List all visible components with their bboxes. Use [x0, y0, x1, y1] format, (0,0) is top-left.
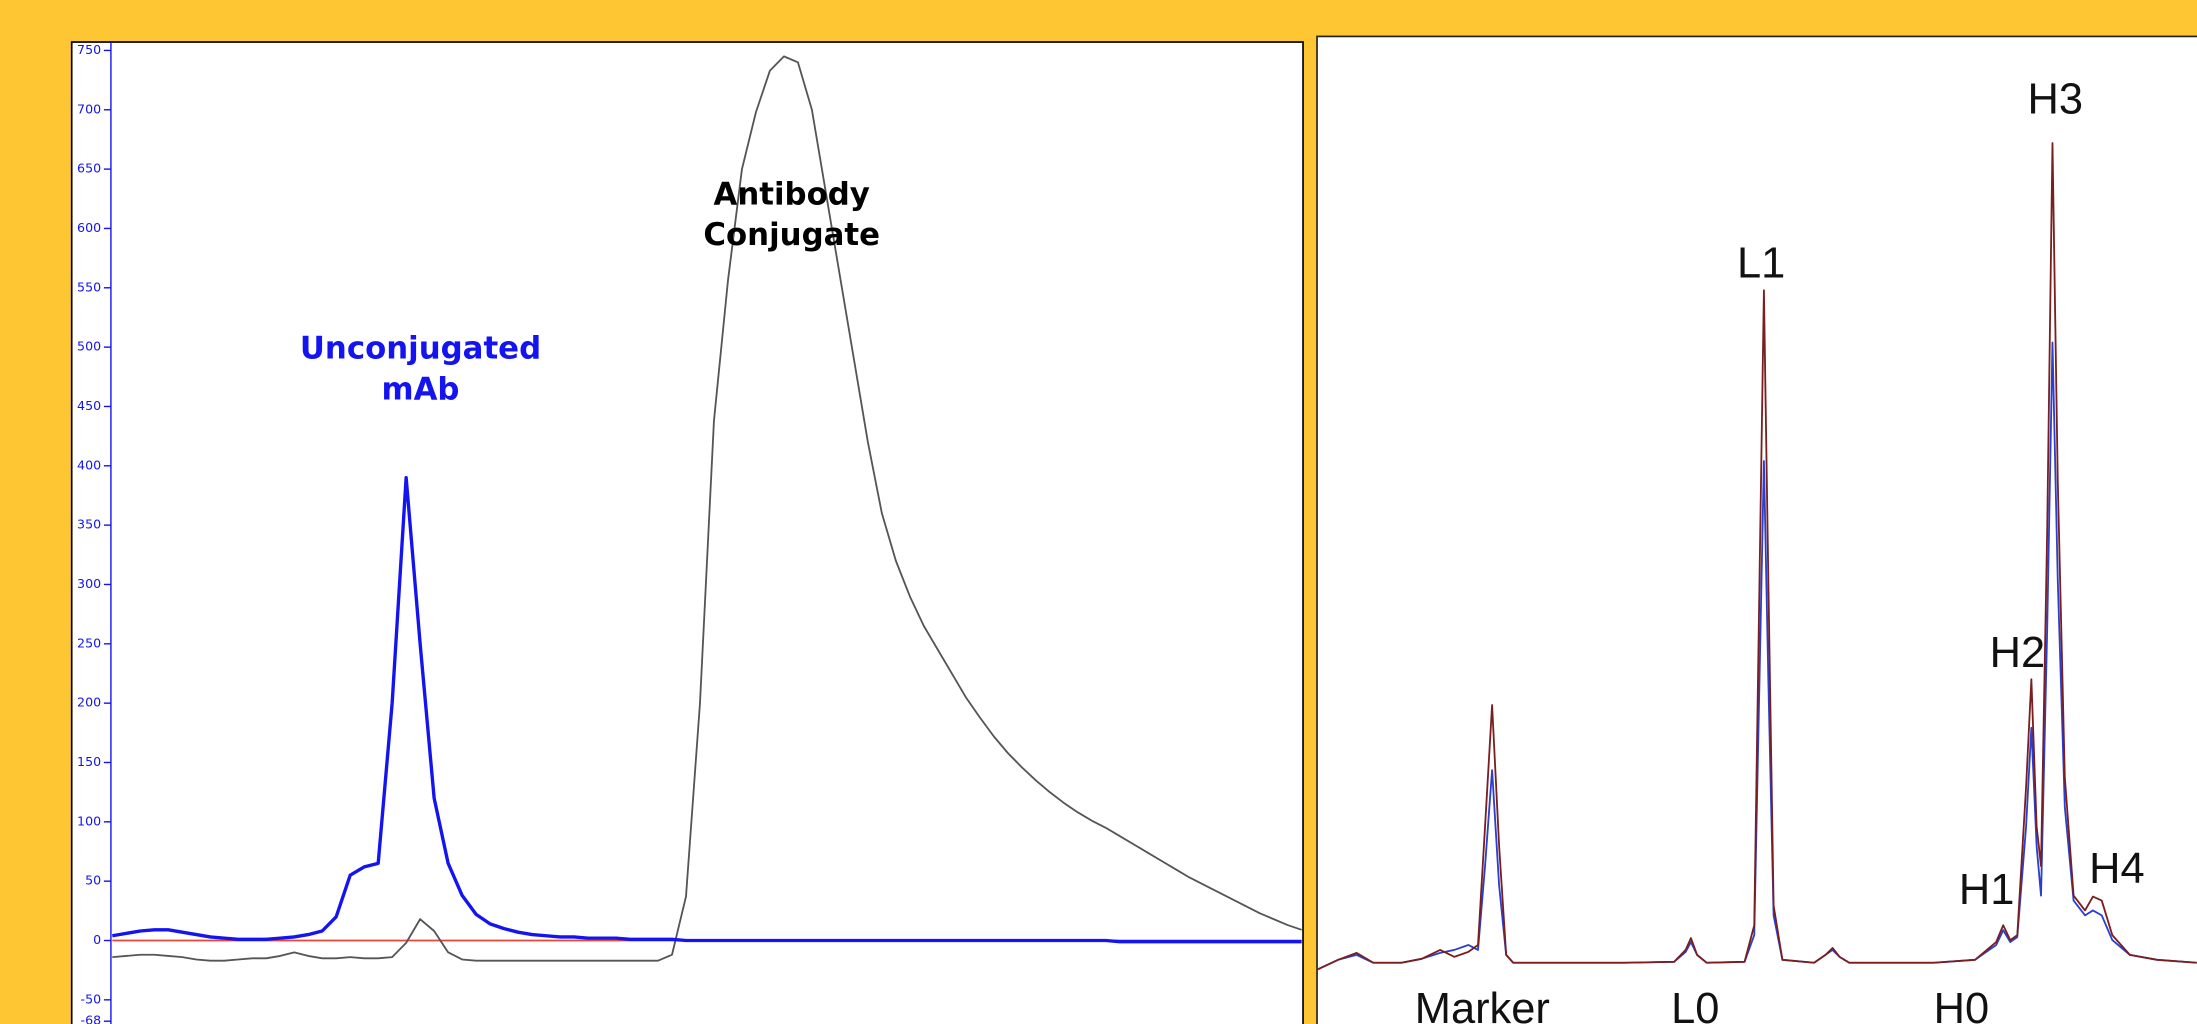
line-series	[112, 55, 1302, 962]
y-tick-label: 600	[77, 220, 101, 235]
y-tick-label: 200	[77, 695, 101, 710]
y-tick-label: 700	[77, 101, 101, 116]
y-tick-label: 50	[85, 873, 101, 888]
y-tick-label: -68	[81, 1013, 102, 1024]
annotation: Antibody	[714, 177, 870, 213]
y-tick-label: 650	[77, 161, 101, 176]
y-tick-label: 500	[77, 339, 101, 354]
peak-label: Marker	[1415, 985, 1550, 1024]
peak-label: H0	[1934, 985, 1990, 1024]
y-tick-label: 300	[77, 576, 101, 591]
right-panel	[1316, 35, 2197, 1024]
y-tick-label: 150	[77, 754, 101, 769]
annotation: Unconjugated	[300, 331, 541, 367]
y-tick-label: -50	[81, 991, 102, 1006]
peak-label: H2	[1990, 629, 2046, 677]
y-tick-label: 400	[77, 457, 101, 472]
left-panel	[70, 41, 1304, 1024]
annotation: mAb	[382, 371, 460, 407]
line-series	[1316, 142, 2197, 971]
peak-label: H4	[2089, 845, 2145, 893]
line-series	[112, 475, 1302, 944]
y-tick-label: 550	[77, 279, 101, 294]
y-tick-label: 100	[77, 813, 101, 828]
annotation: Conjugate	[703, 217, 880, 253]
y-tick-label: 250	[77, 635, 101, 650]
y-tick-label: 350	[77, 517, 101, 532]
peak-label: L0	[1671, 985, 1719, 1024]
peak-label: L1	[1737, 240, 1785, 288]
peak-label: H1	[1959, 866, 2015, 914]
y-tick-label: 450	[77, 398, 101, 413]
y-tick-label: 0	[93, 932, 101, 947]
peak-label: H3	[2028, 76, 2083, 124]
y-tick-label: 750	[77, 42, 101, 57]
